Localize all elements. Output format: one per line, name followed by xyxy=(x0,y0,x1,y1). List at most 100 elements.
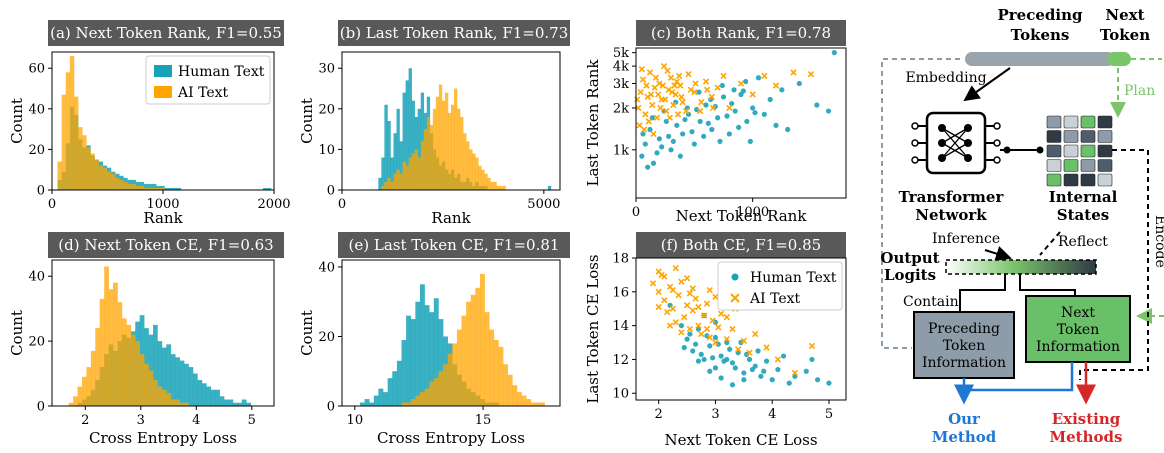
ai-histogram-bar xyxy=(393,173,397,190)
human-histogram-bar xyxy=(175,357,180,406)
y-tick-label: 0 xyxy=(327,184,335,199)
ai-scatter-point xyxy=(791,369,799,377)
human-scatter-point xyxy=(796,80,802,87)
ai-histogram-bar xyxy=(493,181,497,190)
human-histogram-bar xyxy=(408,68,412,190)
ai-histogram-bar xyxy=(472,153,476,190)
ai-scatter-point xyxy=(663,107,670,115)
human-scatter-point xyxy=(769,377,775,383)
human-histogram-bar xyxy=(438,319,444,406)
human-scatter-point xyxy=(650,160,657,166)
ai-histogram-bar xyxy=(160,187,165,190)
ai-scatter-point xyxy=(652,74,659,81)
human-histogram-bar xyxy=(387,378,393,406)
ai-histogram-bar xyxy=(516,392,522,406)
ai-histogram-bar xyxy=(410,399,416,406)
human-scatter-point xyxy=(701,356,707,363)
ai-scatter-point xyxy=(672,91,679,98)
ai-histogram-bar xyxy=(110,173,116,190)
ai-histogram-bar xyxy=(68,402,74,406)
human-scatter-point xyxy=(645,164,651,170)
preceding-info-label-3: Information xyxy=(922,355,1006,371)
ai-scatter-point xyxy=(676,72,683,80)
x-axis-title: Next Token Rank xyxy=(676,207,808,225)
human-scatter-point xyxy=(682,116,688,123)
ai-histogram-bar xyxy=(184,402,189,406)
ai-scatter-point xyxy=(670,101,677,109)
human-histogram-bar xyxy=(415,301,421,406)
panel-title: (f) Both CE, F1=0.85 xyxy=(661,236,821,254)
ai-histogram-bar xyxy=(57,161,62,190)
ai-histogram-bar xyxy=(82,135,87,190)
internal-state-cell xyxy=(1080,130,1096,143)
y-tick-label: 20 xyxy=(318,330,335,345)
x-tick-label: 3 xyxy=(711,407,719,422)
ai-scatter-point xyxy=(666,322,674,329)
human-histogram-bar xyxy=(241,399,247,406)
ai-histogram-bar xyxy=(496,185,500,190)
ai-histogram-bar xyxy=(433,378,439,406)
ai-histogram-bar xyxy=(170,399,176,406)
our-method-label-1: Our xyxy=(948,410,981,428)
ai-histogram-bar xyxy=(451,104,455,190)
human-scatter-point xyxy=(681,344,687,351)
ai-scatter-point xyxy=(655,288,662,295)
plot-frame xyxy=(51,259,275,407)
x-tick-label: 0 xyxy=(338,197,346,212)
legend-human-marker xyxy=(731,273,739,281)
panel-title-background xyxy=(48,20,284,46)
ai-scatter-point xyxy=(655,91,662,98)
ai-histogram-bar xyxy=(503,364,508,406)
human-scatter-point xyxy=(695,358,702,364)
human-scatter-point xyxy=(785,126,791,133)
ai-scatter-point xyxy=(708,93,715,101)
human-scatter-point xyxy=(710,355,716,361)
human-histogram-bar xyxy=(246,402,251,406)
human-scatter-point xyxy=(718,375,724,381)
ai-histogram-bar xyxy=(135,185,140,190)
ai-histogram-bar xyxy=(469,149,473,190)
ai-histogram-bar xyxy=(73,396,78,406)
human-scatter-point xyxy=(717,138,723,144)
human-scatter-point xyxy=(786,380,792,386)
ai-scatter-point xyxy=(695,322,702,329)
ai-scatter-point xyxy=(681,314,688,321)
ai-histogram-bar xyxy=(530,402,536,406)
human-scatter-point xyxy=(724,113,730,119)
human-histogram-bar xyxy=(232,402,238,406)
ai-histogram-bar xyxy=(438,84,443,190)
x-tick-label: 2 xyxy=(655,407,663,422)
ai-scatter-point xyxy=(687,86,694,94)
plan-label: Plan xyxy=(1124,83,1155,99)
ai-scatter-point xyxy=(678,329,685,336)
ai-histogram-bar xyxy=(426,116,431,190)
human-scatter-point xyxy=(743,78,749,85)
ai-scatter-point xyxy=(642,111,649,118)
human-histogram-bar xyxy=(219,396,225,406)
x-axis-title: Rank xyxy=(143,209,183,227)
ai-scatter-point xyxy=(646,69,654,76)
contain-line-1 xyxy=(959,274,1006,312)
ai-histogram-bar xyxy=(402,161,406,190)
output-logits-bar xyxy=(945,259,1097,275)
human-histogram-bar xyxy=(433,298,439,406)
ai-histogram-bar xyxy=(135,341,140,406)
ai-scatter-point xyxy=(723,335,730,343)
ai-histogram-bar xyxy=(457,108,461,190)
human-scatter-point xyxy=(707,368,713,374)
panel-title-background xyxy=(48,232,284,258)
human-histogram-bar xyxy=(168,187,173,190)
ai-histogram-bar xyxy=(521,395,527,406)
human-histogram-bar xyxy=(429,312,435,406)
internal-states-label-2: States xyxy=(1057,206,1109,224)
human-scatter-point xyxy=(744,351,750,357)
transformer-label-2: Network xyxy=(915,206,987,224)
human-scatter-point xyxy=(670,138,676,144)
ai-histogram-bar xyxy=(98,165,104,190)
ai-histogram-bar xyxy=(539,402,545,406)
y-tick-label: 20 xyxy=(28,335,45,350)
ai-scatter-point xyxy=(737,80,745,87)
embedding-arrow xyxy=(963,67,1011,102)
internal-state-cell xyxy=(1046,130,1062,143)
